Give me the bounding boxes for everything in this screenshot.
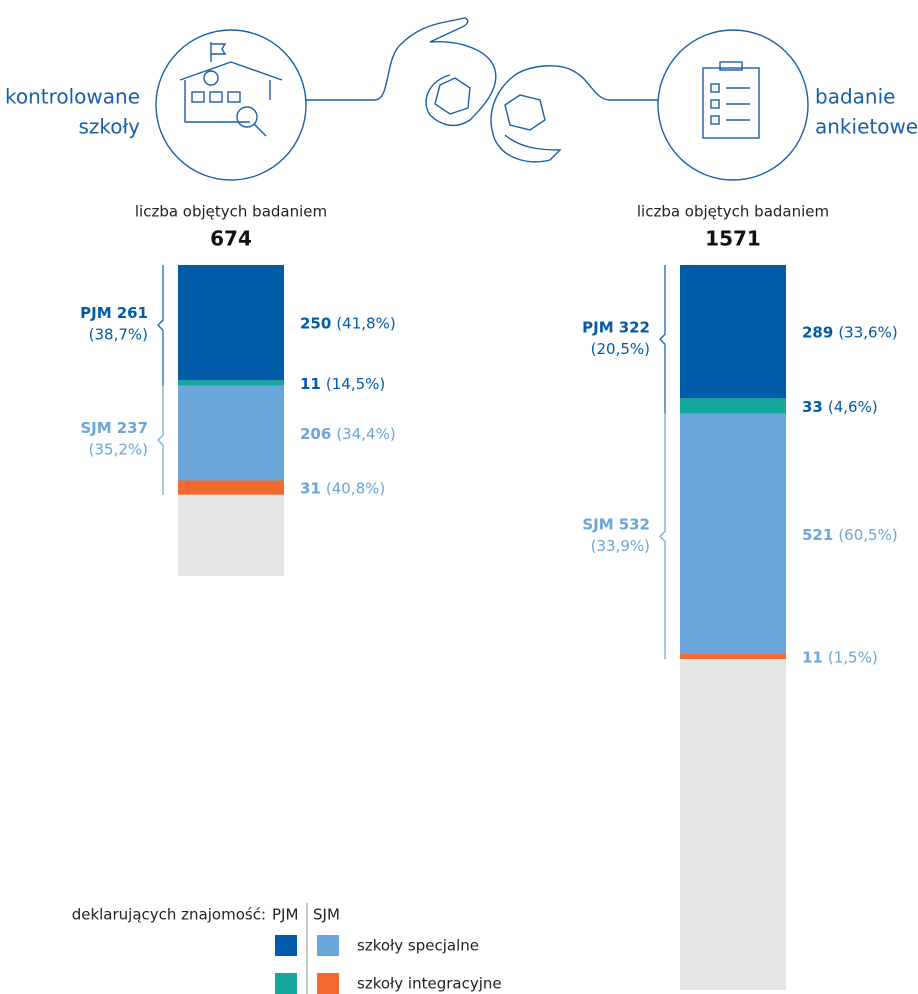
chart-title: ankietowe [815, 115, 918, 139]
segment-percent: (34,4%) [336, 424, 395, 442]
chart-title: szkoły [78, 115, 140, 139]
segment-value: 31 [300, 479, 321, 497]
segment-value: 521 [802, 525, 833, 543]
legend-swatch [317, 973, 339, 994]
segment-label: 206 (34,4%) [300, 424, 396, 442]
legend-label: deklarujących znajomość: [72, 906, 266, 924]
bar-segment [680, 413, 786, 655]
group-value: 532 [619, 515, 650, 533]
legend-column: SJM [313, 906, 340, 924]
segment-label: 289 (33,6%) [802, 323, 898, 341]
subtitle: liczba objętych badaniem [637, 203, 829, 221]
icon-school [179, 42, 283, 137]
segment-value: 33 [802, 397, 823, 415]
group-label: SJM 532 [582, 515, 650, 533]
group-label: PJM 322 [582, 318, 650, 336]
segment-value: 250 [300, 314, 331, 332]
group-name: PJM [582, 318, 614, 336]
legend-swatch [275, 973, 297, 994]
segment-percent: (4,6%) [828, 397, 878, 415]
segment-percent: (60,5%) [838, 525, 897, 543]
total: 1571 [705, 227, 761, 251]
segment-percent: (41,8%) [336, 314, 395, 332]
segment-label: 250 (41,8%) [300, 314, 396, 332]
bar-segment [178, 265, 284, 381]
group-name: SJM [80, 419, 111, 437]
segment-value: 289 [802, 323, 833, 341]
segment-label: 33 (4,6%) [802, 397, 878, 415]
bar-remainder [680, 659, 786, 991]
segment-label: 11 (14,5%) [300, 374, 385, 392]
segment-label: 11 (1,5%) [802, 648, 878, 666]
legend-row: szkoły specjalne [357, 937, 479, 955]
bar-remainder [178, 494, 284, 577]
group-percent: (38,7%) [89, 326, 148, 344]
segment-percent: (40,8%) [326, 479, 385, 497]
group-percent: (20,5%) [591, 340, 650, 358]
bar-segment [680, 654, 786, 660]
bar-segment [178, 380, 284, 386]
group-bracket [157, 265, 164, 386]
group-bracket [659, 265, 666, 414]
group-value: 261 [117, 304, 148, 322]
legend-swatch [317, 935, 339, 956]
group-value: 322 [619, 318, 650, 336]
group-percent: (35,2%) [89, 441, 148, 459]
legend-column: PJM [272, 906, 298, 924]
bar-segment [680, 398, 786, 414]
icon-clipboard [702, 61, 760, 139]
legend-row: szkoły integracyjne [357, 975, 502, 993]
total: 674 [210, 227, 252, 251]
bar-segment [178, 385, 284, 481]
legend-swatch [275, 935, 297, 956]
group-bracket [659, 413, 666, 660]
segment-percent: (14,5%) [326, 374, 385, 392]
segment-label: 521 (60,5%) [802, 525, 898, 543]
group-value: 237 [117, 419, 148, 437]
group-name: SJM [582, 515, 613, 533]
subtitle: liczba objętych badaniem [135, 203, 327, 221]
segment-label: 31 (40,8%) [300, 479, 385, 497]
group-label: PJM 261 [80, 304, 148, 322]
group-bracket [157, 385, 164, 495]
chart-title: kontrolowane [5, 85, 140, 109]
decoration [155, 17, 809, 181]
segment-percent: (33,6%) [838, 323, 897, 341]
bar-segment [178, 480, 284, 495]
segment-value: 11 [300, 374, 321, 392]
segment-value: 206 [300, 424, 331, 442]
segment-value: 11 [802, 648, 823, 666]
group-name: PJM [80, 304, 112, 322]
bar-segment [680, 265, 786, 399]
group-percent: (33,9%) [591, 537, 650, 555]
group-label: SJM 237 [80, 419, 148, 437]
chart-title: badanie [815, 85, 895, 109]
segment-percent: (1,5%) [828, 648, 878, 666]
